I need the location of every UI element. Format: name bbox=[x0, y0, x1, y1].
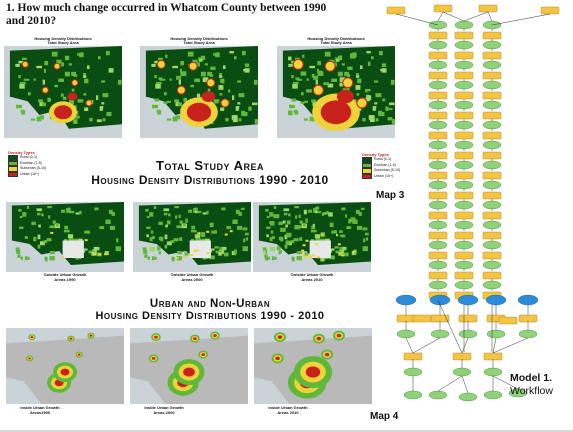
map-caption: Inside Urban Growth Areas 2000 bbox=[144, 405, 184, 415]
map-caption: Inside Urban Growth Areas 2010 bbox=[268, 405, 308, 415]
workflow-diagram bbox=[386, 4, 560, 402]
model-number: Model 1. bbox=[510, 372, 553, 384]
map-outside-2000: Outside Urban Growth Areas 2000 bbox=[133, 202, 251, 288]
page-heading: 1. How much change occurred in Whatcom C… bbox=[6, 2, 327, 27]
title-line-2: Housing Density Distributions 1990 - 201… bbox=[95, 310, 325, 322]
map-caption: Inside Urban Growth Areas1990 bbox=[20, 405, 60, 415]
map-inside-2000: Inside Urban Growth Areas 2000 bbox=[130, 328, 248, 423]
map-caption: Outside Urban Growth Areas 1990 bbox=[43, 272, 87, 282]
title-line-2: Housing Density Distributions 1990 - 201… bbox=[91, 173, 329, 187]
density-map bbox=[4, 46, 122, 138]
legend-item: Exurban (1-5) bbox=[362, 162, 400, 168]
map-total-2000: Housing Density Distributions Total Stud… bbox=[140, 36, 258, 138]
legend-item: Rural (0-1) bbox=[8, 155, 46, 161]
model-label: Model 1. Workflow bbox=[510, 372, 553, 398]
title-line-1: Urban and Non-Urban bbox=[149, 298, 271, 310]
legend-label: Suburban (5-10) bbox=[20, 166, 47, 171]
density-map bbox=[277, 46, 395, 138]
legend-label: Rural (0-1) bbox=[20, 155, 38, 160]
map-inside-1990: Inside Urban Growth Areas1990 bbox=[6, 328, 124, 423]
map-outside-1990: Outside Urban Growth Areas 1990 bbox=[6, 202, 124, 288]
map-total-1990: Housing Density Distributions Total Stud… bbox=[4, 36, 122, 138]
map-caption: Outside Urban Growth Areas 2000 bbox=[170, 272, 214, 282]
legend-item: Exurban (1-5) bbox=[8, 160, 46, 166]
legend-label: Exurban (1-5) bbox=[20, 160, 42, 165]
density-map bbox=[254, 328, 372, 404]
legend-label: Exurban (1-5) bbox=[374, 162, 396, 167]
legend-item: Rural (0-1) bbox=[362, 157, 400, 163]
map4-label: Map 4 bbox=[370, 411, 399, 422]
density-map bbox=[140, 46, 258, 138]
map-inside-2010: Inside Urban Growth Areas 2010 bbox=[254, 328, 372, 423]
density-legend-left: Density Types Rural (0-1) Exurban (1-5) … bbox=[8, 150, 46, 177]
legend-item: Urban (10+) bbox=[362, 173, 400, 179]
density-map bbox=[253, 202, 371, 272]
density-map bbox=[6, 202, 124, 272]
legend-item: Urban (10+) bbox=[8, 171, 46, 177]
map-total-2010: Housing Density Distributions Total Stud… bbox=[277, 36, 395, 138]
density-map bbox=[133, 202, 251, 272]
workflow-label: Workflow bbox=[510, 385, 553, 397]
density-map bbox=[130, 328, 248, 404]
legend-title: Density Types bbox=[362, 152, 389, 157]
legend-item: Suburban (5-10) bbox=[8, 166, 46, 172]
density-map bbox=[6, 328, 124, 404]
total-study-area-title: Total Study Area Housing Density Distrib… bbox=[60, 158, 360, 187]
map-outside-2010: Outside Urban Growth Areas 2010 bbox=[253, 202, 371, 288]
legend-label: Suburban (5-10) bbox=[374, 168, 401, 173]
map3-label: Map 3 bbox=[376, 190, 405, 201]
urban-non-urban-title: Urban and Non-Urban Housing Density Dist… bbox=[60, 298, 360, 322]
legend-item: Suburban (5-10) bbox=[362, 168, 400, 174]
legend-label: Urban (10+) bbox=[374, 173, 394, 178]
bottom-divider bbox=[0, 430, 573, 432]
density-legend-right: Density Types Rural (0-1) Exurban (1-5) … bbox=[362, 152, 400, 179]
title-line-1: Total Study Area bbox=[155, 158, 265, 173]
map-caption: Outside Urban Growth Areas 2010 bbox=[290, 272, 334, 282]
legend-label: Urban (10+) bbox=[20, 171, 40, 176]
legend-label: Rural (0-1) bbox=[374, 157, 392, 162]
legend-title: Density Types bbox=[8, 150, 35, 155]
